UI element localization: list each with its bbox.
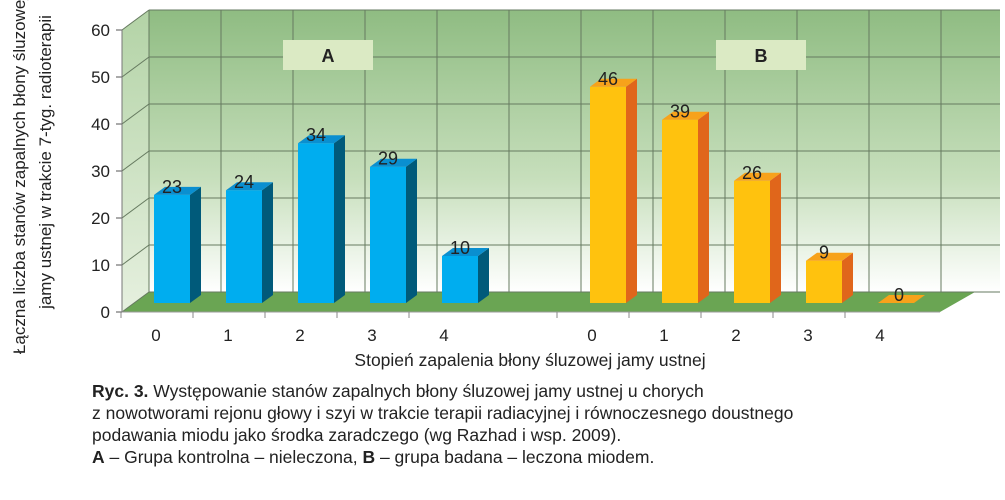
y-tick-label: 50 [91,68,110,87]
group-label: A [322,46,335,66]
bar-front [806,260,842,303]
y-tick-label: 60 [91,21,110,40]
caption-a: A [92,447,105,467]
gridline-side [121,197,150,219]
bar-top [662,111,709,120]
caption-line2: z nowotworami rejonu głowy i szyi w trak… [92,403,794,423]
bar-front [590,86,626,303]
x-tick-label: 4 [875,326,884,345]
caption-line3: podawania miodu jako środka zaradczego (… [92,425,622,445]
bar-side [626,78,637,303]
bar-side [262,182,273,303]
bar-top [806,252,853,261]
gridline-side [121,103,150,125]
bar-front [298,143,334,303]
bar-front [370,166,406,303]
bar-value-label: 29 [378,149,398,169]
bar-side [406,158,417,303]
y-axis-label-line1: Łączna liczba stanów zapalnych błony ślu… [10,0,29,354]
x-tick-label: 2 [731,326,740,345]
gridline-side [121,150,150,172]
bar-value-label: 24 [234,172,254,192]
bar-side [190,186,201,303]
y-tick-label: 0 [101,303,110,322]
bar-side [334,135,345,303]
bar-value-label: 0 [894,285,904,305]
x-tick-label: 3 [803,326,812,345]
bar-top [226,182,273,191]
bar-value-label: 26 [742,163,762,183]
bar-chart-3d: 0102030405060A230241342293104B4603912629… [10,0,1000,370]
gridline-side [121,56,150,78]
bar-front [226,190,262,303]
group-label: B [755,46,768,66]
x-tick-label: 1 [659,326,668,345]
bar-top [442,248,489,256]
gridline-side [121,291,150,313]
figure-caption: Ryc. 3. Występowanie stanów zapalnych bł… [92,380,793,468]
gridline-side [121,244,150,266]
bar-top [590,78,637,87]
y-tick-label: 40 [91,115,110,134]
caption-line1: Występowanie stanów zapalnych błony śluz… [148,381,704,401]
bar-front [662,119,698,303]
bar-front [154,194,190,303]
bar-value-label: 9 [819,243,829,263]
bar-top [370,158,417,167]
x-axis-label: Stopień zapalenia błony śluzowej jamy us… [354,350,705,370]
x-tick-label: 3 [367,326,376,345]
bar-front [442,256,478,303]
x-tick-label: 1 [223,326,232,345]
caption-b-text: – grupa badana – leczona miodem. [375,447,655,467]
x-tick-label: 4 [439,326,448,345]
y-tick-label: 20 [91,209,110,228]
bar-top [298,135,345,144]
bar-side [842,252,853,303]
x-tick-label: 0 [151,326,160,345]
bar-side [478,248,489,303]
bar-top [734,172,781,181]
x-tick-label: 0 [587,326,596,345]
bar-value-label: 10 [450,238,470,258]
group-label-box [283,40,373,70]
caption-b: B [362,447,376,467]
caption-a-text: – Grupa kontrolna – nieleczona, [104,447,363,467]
bar-top [878,295,925,303]
bar-value-label: 39 [670,102,690,122]
y-axis-label-line2: jamy ustnej w trakcie 7-tyg. radioterapi… [36,15,55,310]
bar-side [770,172,781,303]
bar-value-label: 46 [598,69,618,89]
gridline-side [121,9,150,31]
bar-value-label: 34 [306,125,326,145]
bar-value-label: 23 [162,177,182,197]
bar-side [698,111,709,303]
y-tick-label: 10 [91,256,110,275]
x-tick-label: 2 [295,326,304,345]
caption-lead: Ryc. 3. [92,381,149,401]
bar-top [154,186,201,195]
group-label-box [716,40,806,70]
y-tick-label: 30 [91,162,110,181]
bar-front [734,180,770,303]
